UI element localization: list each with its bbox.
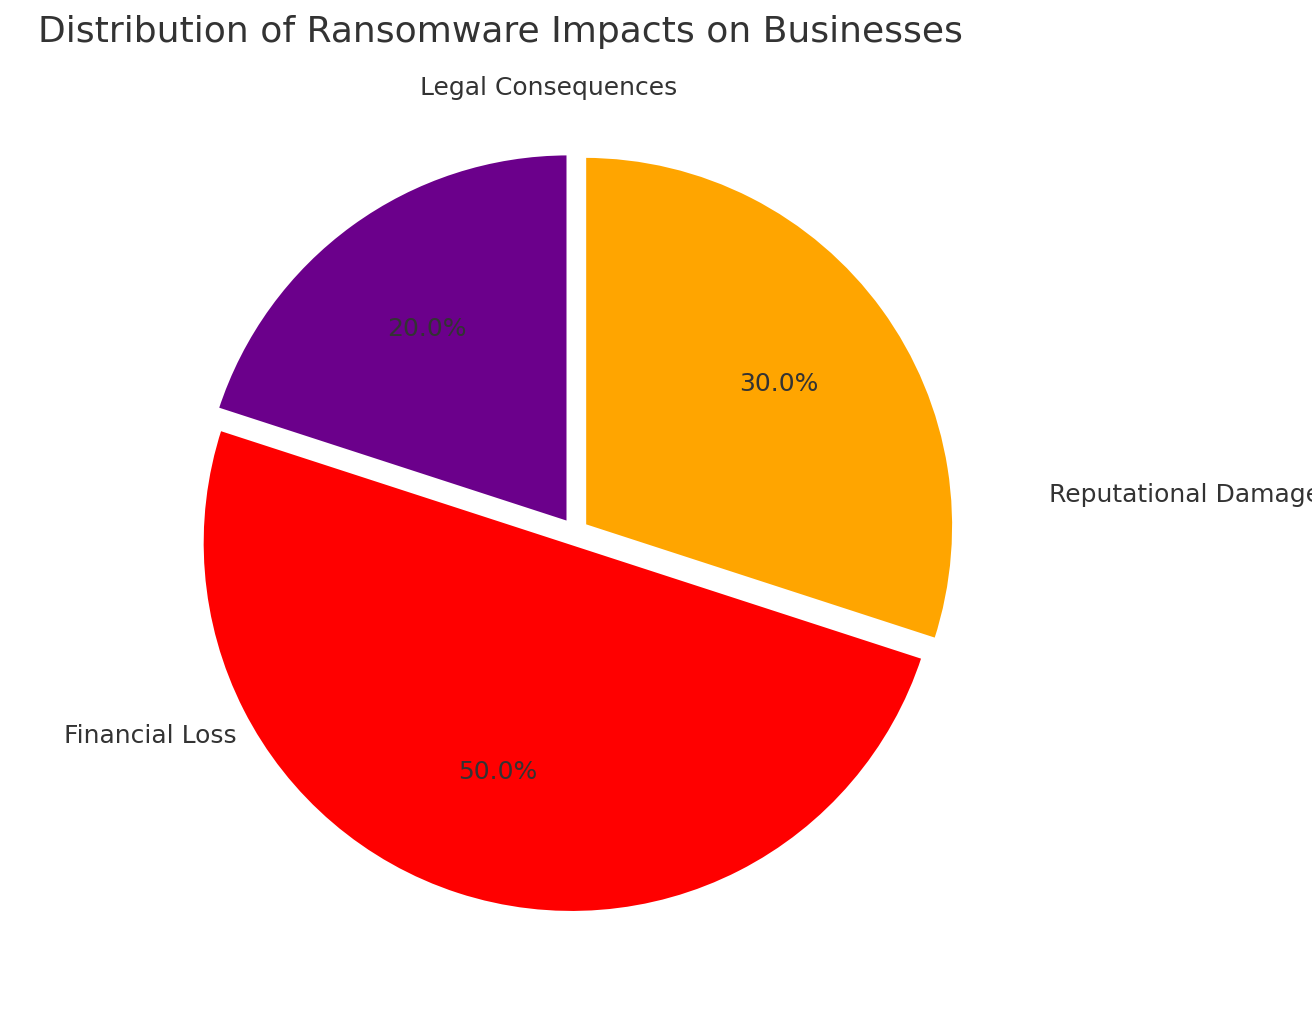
Text: Reputational Damage: Reputational Damage xyxy=(1048,484,1312,507)
Wedge shape xyxy=(584,156,954,640)
Text: Distribution of Ransomware Impacts on Businesses: Distribution of Ransomware Impacts on Bu… xyxy=(38,15,963,49)
Text: 50.0%: 50.0% xyxy=(458,760,537,784)
Wedge shape xyxy=(202,428,924,913)
Wedge shape xyxy=(216,154,568,523)
Text: 20.0%: 20.0% xyxy=(387,317,467,340)
Text: 30.0%: 30.0% xyxy=(739,373,819,397)
Text: Legal Consequences: Legal Consequences xyxy=(420,77,677,100)
Text: Financial Loss: Financial Loss xyxy=(64,724,237,748)
